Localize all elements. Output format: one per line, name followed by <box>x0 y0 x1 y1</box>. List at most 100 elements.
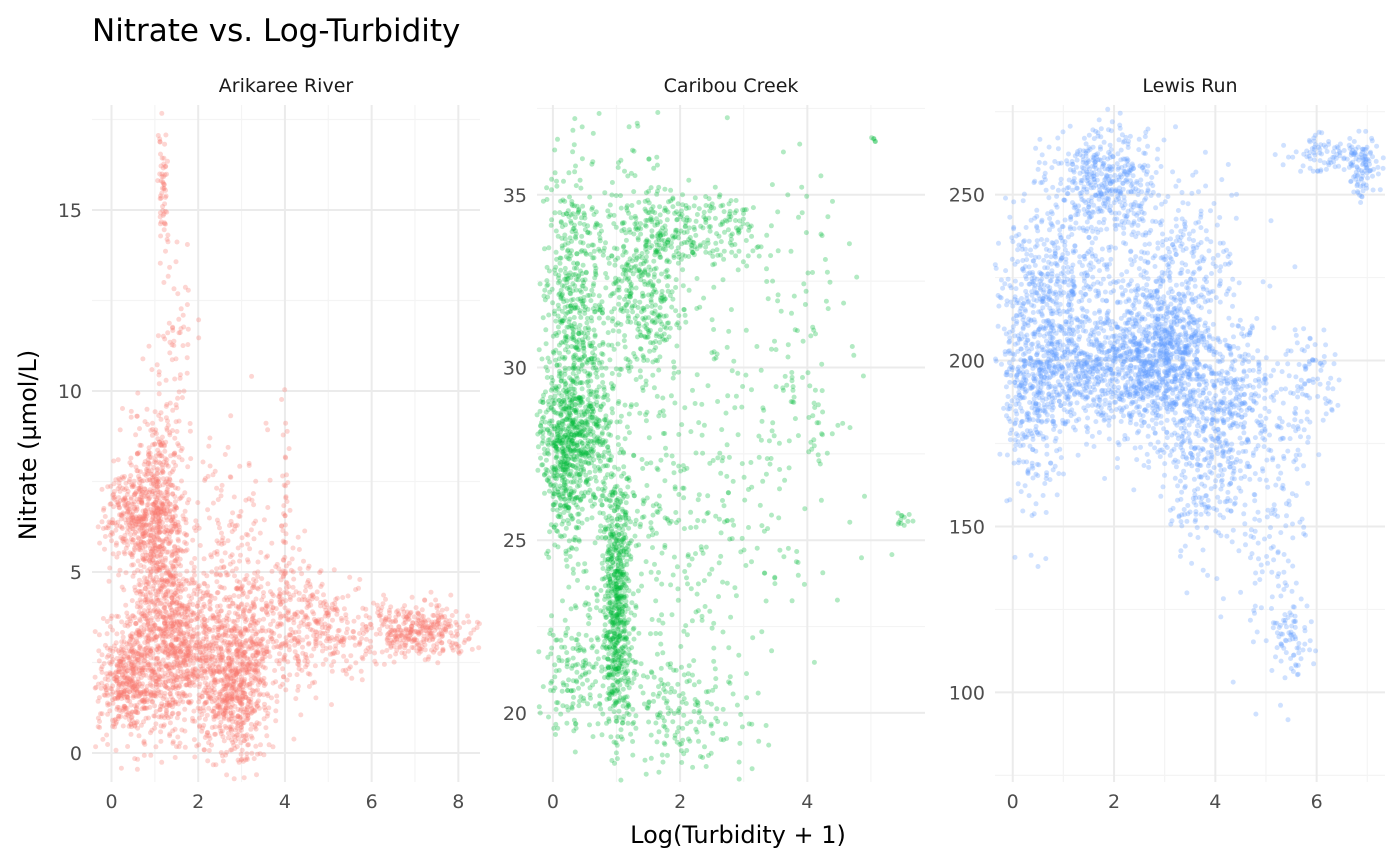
data-point <box>345 593 351 599</box>
data-point <box>128 408 134 414</box>
data-point <box>144 650 150 656</box>
data-point <box>144 513 150 519</box>
data-point <box>563 333 569 339</box>
data-point <box>427 625 433 631</box>
data-point <box>175 395 181 401</box>
data-point <box>156 660 162 666</box>
data-point <box>151 608 157 614</box>
data-point <box>158 233 164 239</box>
data-point <box>208 552 214 558</box>
data-point <box>286 591 292 597</box>
data-point <box>578 314 584 320</box>
data-point <box>166 703 172 708</box>
data-point <box>211 615 217 621</box>
data-point <box>264 733 270 739</box>
data-point <box>206 705 212 711</box>
data-point <box>269 568 275 574</box>
data-point <box>104 631 110 637</box>
data-point <box>174 661 180 667</box>
data-point <box>290 545 296 551</box>
data-point <box>367 649 373 655</box>
data-point <box>296 597 302 603</box>
data-point <box>577 220 583 226</box>
data-point <box>156 494 162 500</box>
data-point <box>262 701 267 707</box>
data-point <box>114 554 120 560</box>
data-point <box>113 542 119 548</box>
data-point <box>152 549 158 555</box>
data-point <box>287 632 293 638</box>
data-point <box>147 572 153 578</box>
data-point <box>263 420 269 426</box>
data-point <box>295 687 301 693</box>
data-point <box>561 178 566 184</box>
data-point <box>348 653 354 659</box>
data-point <box>142 741 148 747</box>
data-point <box>571 265 577 271</box>
data-point <box>249 497 255 503</box>
data-point <box>176 631 182 637</box>
data-point <box>111 504 117 510</box>
data-point <box>125 525 131 531</box>
data-point <box>279 596 285 602</box>
data-point <box>185 464 191 470</box>
data-point <box>546 268 552 274</box>
data-point <box>161 280 167 285</box>
data-point <box>273 718 279 724</box>
data-point <box>251 675 257 681</box>
data-point <box>305 580 311 585</box>
data-point <box>172 523 178 529</box>
data-point <box>243 497 249 503</box>
data-point <box>113 747 119 753</box>
data-point <box>151 566 157 572</box>
data-point <box>300 644 305 650</box>
data-point <box>129 552 135 558</box>
data-point <box>279 397 285 402</box>
data-point <box>242 614 248 620</box>
data-point <box>410 620 416 626</box>
data-point <box>592 464 597 470</box>
data-point <box>265 553 270 559</box>
data-point <box>413 605 419 611</box>
data-point <box>133 541 139 547</box>
data-point <box>145 471 151 477</box>
data-point <box>183 586 188 592</box>
data-point <box>143 517 149 523</box>
data-point <box>384 648 390 653</box>
data-point <box>243 531 249 537</box>
data-point <box>561 329 567 335</box>
data-point <box>577 287 583 293</box>
data-point <box>320 630 326 636</box>
data-point <box>564 211 570 217</box>
data-point <box>381 661 387 667</box>
data-point <box>250 491 256 497</box>
data-point <box>234 733 239 738</box>
data-point <box>151 464 157 470</box>
data-point <box>564 298 570 304</box>
data-point <box>155 511 161 516</box>
data-point <box>207 606 213 612</box>
data-point <box>548 222 554 228</box>
data-point <box>148 553 154 559</box>
data-point <box>249 680 255 686</box>
data-point <box>293 696 299 702</box>
data-point <box>162 679 168 685</box>
data-point <box>219 482 225 488</box>
data-point <box>171 451 177 457</box>
data-point <box>102 546 107 552</box>
data-point <box>239 659 245 665</box>
data-point <box>163 524 169 530</box>
data-point <box>154 467 160 473</box>
data-point <box>196 335 202 341</box>
data-point <box>138 488 144 493</box>
data-point <box>182 508 188 514</box>
data-point <box>474 619 480 625</box>
data-point <box>165 549 171 555</box>
data-point <box>153 721 159 727</box>
data-point <box>351 618 357 624</box>
data-point <box>183 578 189 584</box>
data-point <box>150 501 156 507</box>
data-point <box>159 434 165 440</box>
data-point <box>226 610 232 615</box>
